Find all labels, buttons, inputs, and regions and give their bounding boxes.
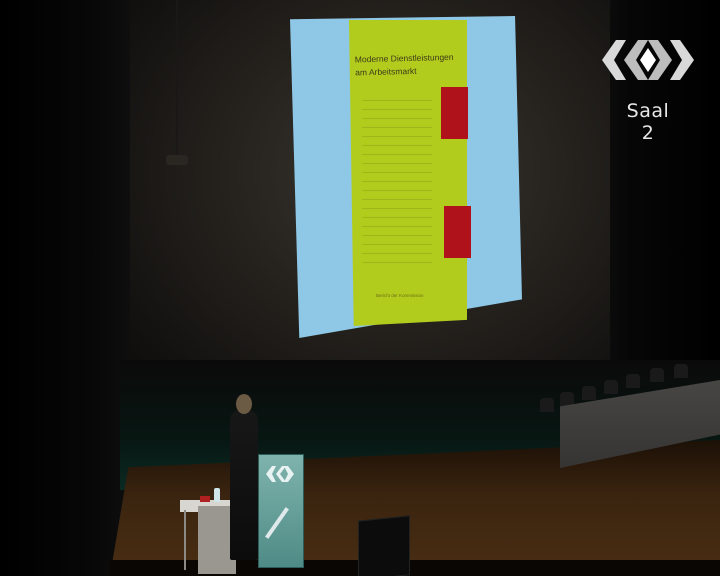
chair (540, 398, 554, 412)
lectern-logo-icon (266, 466, 294, 482)
stage-monitor (358, 515, 410, 576)
lectern (258, 454, 304, 568)
chair (674, 364, 688, 378)
chair (626, 374, 640, 388)
book-title: Moderne Dienstleistungen am Arbeitsmarkt (355, 51, 466, 80)
cup-icon (200, 496, 210, 502)
speaker-head (236, 394, 252, 414)
chair (604, 380, 618, 394)
conference-logo-icon (602, 40, 694, 80)
chair (582, 386, 596, 400)
chair (650, 368, 664, 382)
book-cover (349, 20, 467, 326)
red-block-bottom (444, 206, 471, 258)
hanging-cable (176, 0, 178, 160)
stage-light-icon (166, 155, 188, 165)
red-block-top (441, 87, 468, 139)
hall-label: Saal 2 (626, 100, 670, 144)
speaker-body (230, 410, 258, 560)
side-table-cabinet (198, 506, 236, 574)
side-table-leg (184, 510, 186, 570)
book-footer: Bericht der Kommission (376, 293, 424, 298)
water-bottle-icon (214, 488, 220, 502)
chair (560, 392, 574, 406)
left-curtain (0, 0, 130, 576)
book-contents-lines (362, 100, 432, 270)
